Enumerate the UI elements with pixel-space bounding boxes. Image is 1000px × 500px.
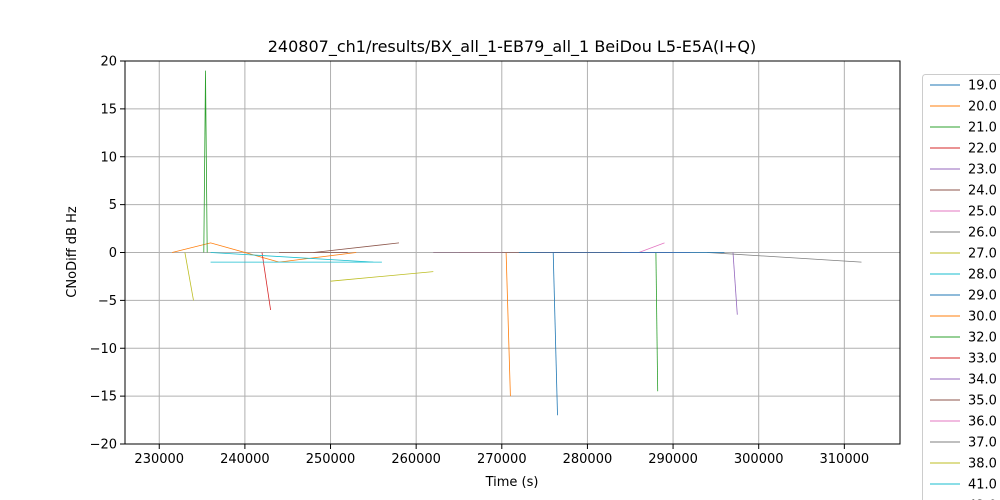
x-tick-label: 290000 — [648, 452, 698, 467]
series-line-27.0 — [184, 252, 194, 301]
series-line-29.0 — [552, 252, 558, 416]
x-tick-label: 310000 — [820, 452, 870, 467]
series-line-30.0 — [505, 252, 511, 397]
y-tick-label: 10 — [100, 150, 117, 165]
legend-items: 19.0 20.0 21.0 22.0 23.0 24.0 25.0 26.0 27.0 28.0… — [930, 79, 997, 500]
y-tick-label: −10 — [90, 342, 117, 357]
legend-label: 22.0 — [968, 142, 997, 157]
series-line-20.0 — [172, 242, 357, 263]
x-tick-label: 250000 — [306, 452, 356, 467]
x-tick-label: 260000 — [391, 452, 441, 467]
x-tick-label: 300000 — [734, 452, 784, 467]
x-tick-label: 230000 — [134, 452, 184, 467]
series-line-38.0 — [330, 271, 434, 282]
legend-label: 32.0 — [968, 331, 997, 346]
plot-area — [172, 70, 862, 416]
legend-label: 36.0 — [968, 415, 997, 430]
y-tick-label: 20 — [100, 55, 117, 70]
x-axis-label: Time (s) — [485, 475, 539, 490]
y-tick-label: 15 — [100, 102, 117, 117]
legend-label: 19.0 — [968, 79, 997, 94]
series-line-22.0 — [261, 252, 271, 311]
legend-label: 27.0 — [968, 247, 997, 262]
legend-label: 24.0 — [968, 184, 997, 199]
legend-label: 35.0 — [968, 394, 997, 409]
y-tick-label: 5 — [109, 198, 117, 213]
legend-label: 41.0 — [968, 478, 997, 493]
legend-box — [922, 74, 1000, 500]
series-line-25.0 — [638, 242, 665, 253]
y-tick-label: −20 — [90, 438, 117, 453]
y-tick-label: −15 — [90, 390, 117, 405]
legend-label: 38.0 — [968, 457, 997, 472]
legend-label: 23.0 — [968, 163, 997, 178]
y-tick-label: −5 — [98, 294, 117, 309]
legend-label: 20.0 — [968, 100, 997, 115]
x-tick-label: 280000 — [563, 452, 613, 467]
legend-label: 25.0 — [968, 205, 997, 220]
series-line-32.0 — [655, 252, 659, 392]
series-line-26.0 — [707, 252, 862, 263]
legend-label: 26.0 — [968, 226, 997, 241]
legend: 19.0 20.0 21.0 22.0 23.0 24.0 25.0 26.0 27.0 28.0… — [922, 74, 1000, 500]
series-line-23.0 — [732, 252, 738, 315]
y-axis-label: CNoDiff dB Hz — [65, 206, 80, 298]
y-axis: −20 −15 −10 −5 0 5 10 15 20 — [90, 55, 125, 453]
legend-label: 21.0 — [968, 121, 997, 136]
y-tick-label: 0 — [109, 246, 117, 261]
series-line-21.0 — [203, 70, 208, 253]
chart-title: 240807_ch1/results/BX_all_1-EB79_all_1 B… — [268, 37, 756, 57]
legend-label: 37.0 — [968, 436, 997, 451]
x-tick-label: 240000 — [220, 452, 270, 467]
legend-label: 33.0 — [968, 352, 997, 367]
legend-label: 28.0 — [968, 268, 997, 283]
series-line-24.0 — [313, 242, 400, 253]
x-tick-label: 270000 — [477, 452, 527, 467]
x-axis: 230000 240000 250000 260000 270000 280000 2900… — [134, 444, 869, 467]
legend-label: 34.0 — [968, 373, 997, 388]
legend-label: 29.0 — [968, 289, 997, 304]
legend-label: 30.0 — [968, 310, 997, 325]
series-line-41.0 — [210, 252, 374, 263]
legend-label: 42.0 — [968, 499, 997, 500]
